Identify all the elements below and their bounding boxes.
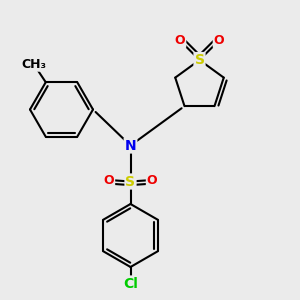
Text: O: O <box>103 173 114 187</box>
Text: N: N <box>125 139 136 152</box>
Text: S: S <box>194 53 205 67</box>
Text: O: O <box>214 34 224 47</box>
Text: O: O <box>175 34 185 47</box>
Text: S: S <box>125 175 136 188</box>
Text: Cl: Cl <box>123 277 138 290</box>
Text: O: O <box>147 173 158 187</box>
Text: CH₃: CH₃ <box>21 58 46 71</box>
